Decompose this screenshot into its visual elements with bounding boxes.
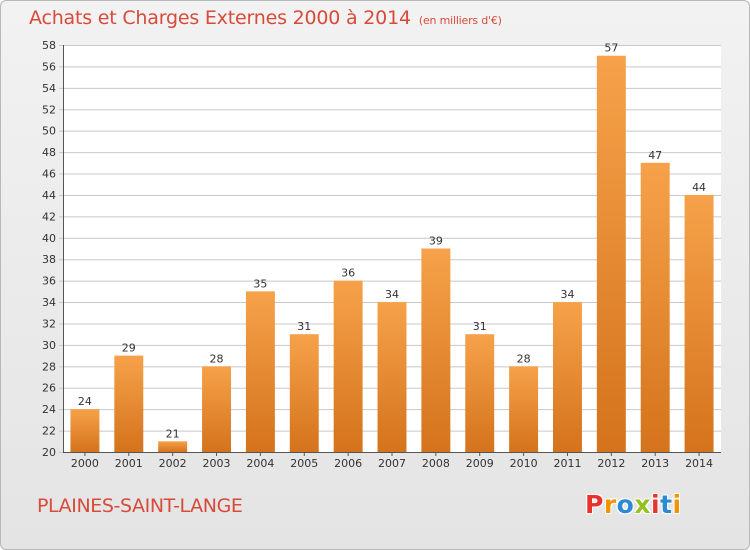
x-tick-label: 2001	[115, 457, 143, 470]
bar	[509, 366, 539, 452]
x-tick-label: 2007	[378, 457, 406, 470]
bar	[377, 302, 407, 452]
x-tick-label: 2006	[334, 457, 362, 470]
data-label: 28	[517, 352, 531, 365]
y-tick-label: 50	[42, 125, 56, 138]
data-label: 24	[78, 395, 92, 408]
data-label: 44	[692, 181, 706, 194]
data-label: 57	[604, 42, 618, 55]
bar	[114, 355, 144, 452]
y-tick-label: 42	[42, 210, 56, 223]
commune-name: PLAINES-SAINT-LANGE	[37, 495, 243, 517]
bar	[158, 441, 188, 452]
data-label: 35	[253, 277, 267, 290]
bar	[202, 366, 232, 452]
y-tick-label: 32	[42, 317, 56, 330]
y-tick-label: 48	[42, 146, 56, 159]
x-tick-label: 2000	[71, 457, 99, 470]
x-tick-label: 2012	[597, 457, 625, 470]
logo-letter: r	[603, 490, 617, 519]
y-tick-label: 30	[42, 339, 56, 352]
x-tick-label: 2014	[685, 457, 713, 470]
bar	[421, 248, 451, 452]
bar	[333, 280, 363, 452]
y-tick-label: 38	[42, 253, 56, 266]
data-label: 34	[385, 288, 399, 301]
logo-letter: i	[651, 490, 661, 519]
logo-letter: P	[585, 490, 604, 519]
x-tick-label: 2005	[290, 457, 318, 470]
bar	[596, 55, 626, 453]
data-label: 21	[166, 427, 180, 440]
bar	[70, 409, 100, 452]
bar	[465, 334, 495, 452]
data-label: 34	[560, 288, 574, 301]
y-tick-label: 44	[42, 189, 56, 202]
chart-title: Achats et Charges Externes 2000 à 2014 (e…	[29, 7, 502, 29]
logo-letter: i	[672, 490, 682, 519]
x-tick-label: 2011	[553, 457, 581, 470]
logo-letter: o	[616, 490, 635, 519]
y-tick-label: 40	[42, 232, 56, 245]
x-tick-label: 2002	[159, 457, 187, 470]
data-label: 31	[297, 320, 311, 333]
x-tick-label: 2009	[466, 457, 494, 470]
axis-layer: 20 22 24 26 28 30 32 34 36 38 40 42 44 46 48 50 52 54 56 58…	[42, 39, 721, 470]
bar	[245, 291, 275, 452]
y-tick-label: 22	[42, 425, 56, 438]
data-label: 39	[429, 235, 443, 248]
x-tick-label: 2003	[203, 457, 231, 470]
y-tick-label: 20	[42, 446, 56, 459]
bar	[640, 162, 670, 452]
chart-unit: (en milliers d'€)	[418, 14, 502, 27]
y-tick-label: 26	[42, 382, 56, 395]
y-tick-label: 56	[42, 60, 56, 73]
y-tick-label: 54	[42, 82, 56, 95]
x-tick-label: 2010	[510, 457, 538, 470]
data-label: 28	[210, 352, 224, 365]
data-label: 47	[648, 149, 662, 162]
y-tick-label: 34	[42, 296, 56, 309]
data-label: 36	[341, 267, 355, 280]
y-tick-label: 46	[42, 168, 56, 181]
bar	[684, 194, 714, 452]
x-tick-label: 2008	[422, 457, 450, 470]
x-tick-label: 2004	[246, 457, 274, 470]
bar	[289, 334, 319, 452]
data-label: 31	[473, 320, 487, 333]
y-tick-label: 36	[42, 275, 56, 288]
chart-title-text: Achats et Charges Externes 2000 à 2014	[29, 7, 411, 29]
y-tick-label: 28	[42, 360, 56, 373]
bar	[552, 302, 582, 452]
x-tick-label: 2013	[641, 457, 669, 470]
logo-letter: x	[634, 490, 651, 519]
y-tick-label: 24	[42, 403, 56, 416]
proxiti-logo[interactable]: Proxiti	[585, 490, 682, 519]
y-tick-label: 58	[42, 39, 56, 52]
bars-layer: 24 29 21 28 35 31 36 34 39 31 28 34 57 47 44	[70, 42, 714, 453]
data-label: 29	[122, 342, 136, 355]
y-tick-label: 52	[42, 103, 56, 116]
logo-letter: t	[660, 490, 673, 519]
